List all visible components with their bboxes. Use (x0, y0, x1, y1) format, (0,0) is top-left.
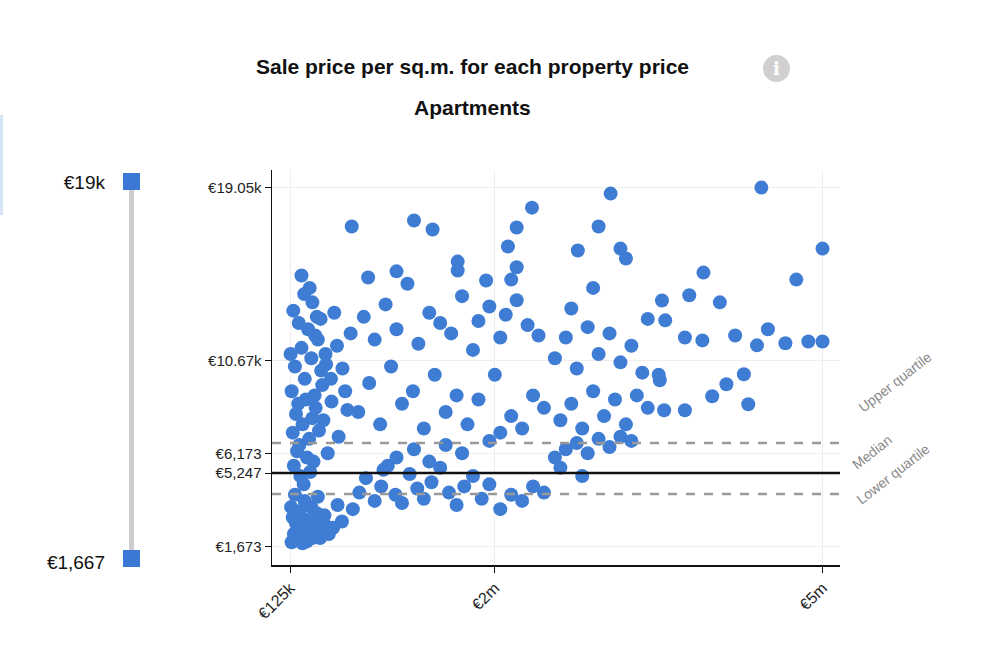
svg-text:Apartments: Apartments (414, 96, 531, 119)
svg-text:Upper quartile: Upper quartile (855, 349, 934, 416)
svg-text:€2m: €2m (469, 579, 503, 613)
svg-text:€19.05k: €19.05k (208, 179, 262, 196)
svg-text:Sale price per sq.m. for each: Sale price per sq.m. for each property p… (256, 55, 689, 78)
html-text:€19k: €19k (63, 172, 105, 193)
svg-text:€125k: €125k (255, 579, 299, 623)
svg-text:€5m: €5m (796, 579, 830, 613)
html-text:€1,667: €1,667 (46, 552, 105, 573)
svg-text:Median: Median (849, 432, 895, 473)
html-text:i: i (773, 58, 780, 79)
svg-text:€10.67k: €10.67k (208, 352, 262, 369)
svg-text:€5,247: €5,247 (216, 464, 262, 481)
svg-text:Lower quartile: Lower quartile (853, 441, 932, 508)
svg-text:€1,673: €1,673 (216, 538, 262, 555)
svg-text:€6,173: €6,173 (216, 445, 262, 462)
